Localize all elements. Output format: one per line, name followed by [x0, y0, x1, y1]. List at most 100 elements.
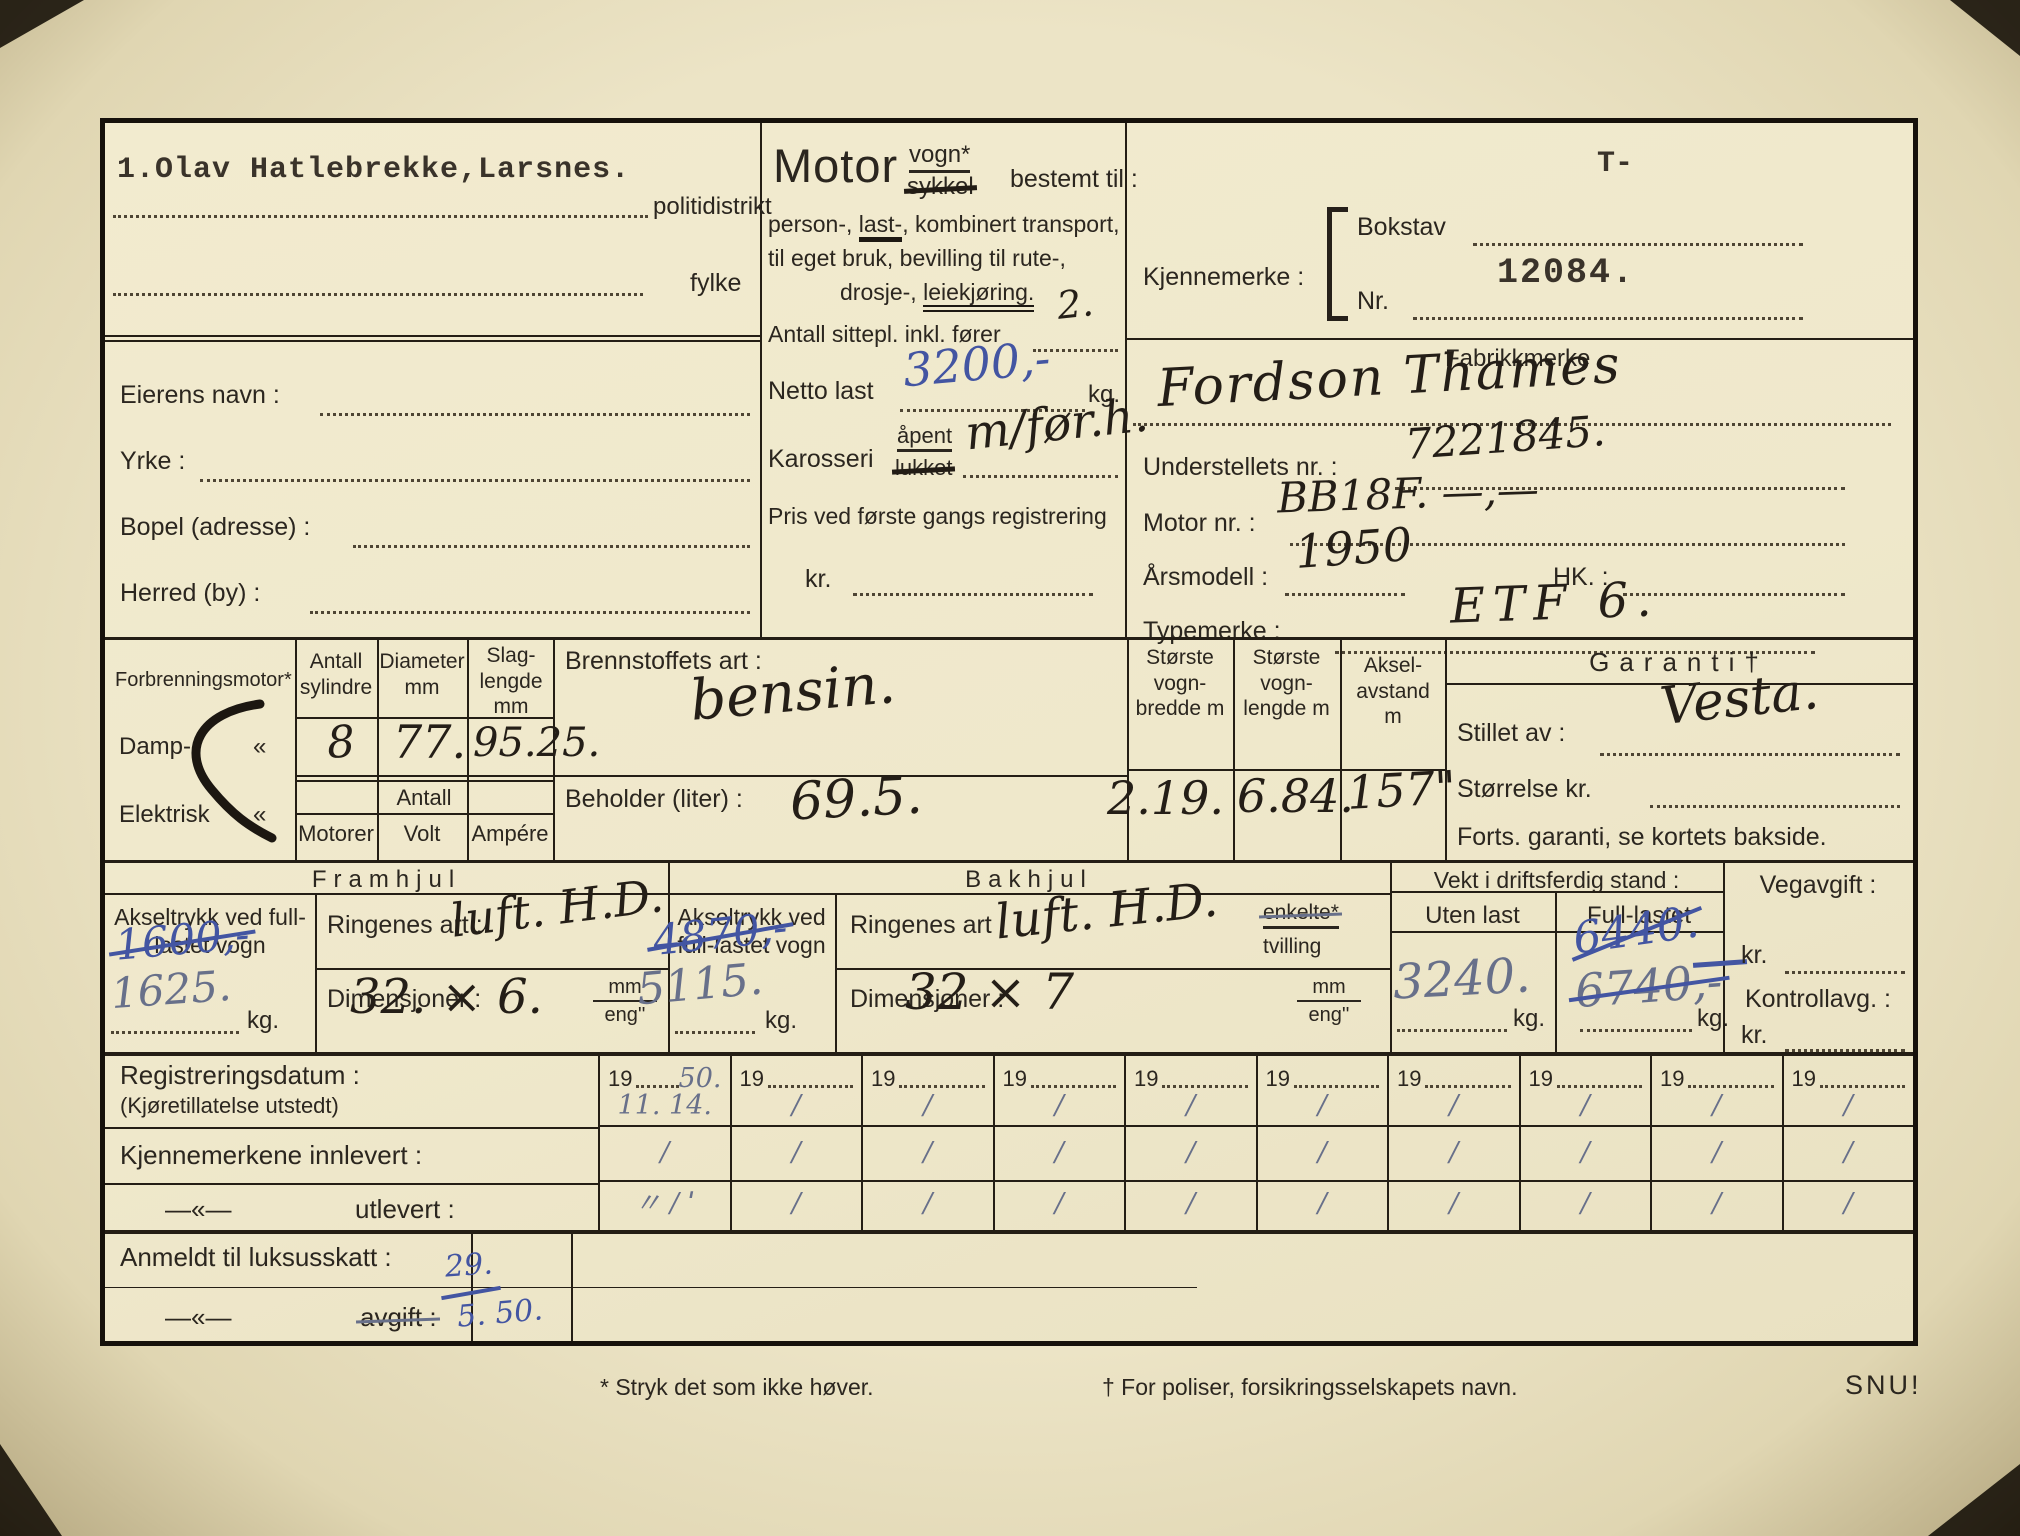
slaglengde-header: Slag-lengde mm — [479, 644, 543, 719]
date-handwritten: / — [1186, 1090, 1196, 1121]
rule — [105, 335, 760, 337]
rule — [105, 1183, 598, 1185]
luksus-avgift-date-line2: 5. 50. — [455, 1292, 545, 1335]
utlevert-cell: / — [863, 1182, 993, 1230]
damp-label: Damp- — [119, 733, 192, 760]
dotted-line — [1819, 1085, 1905, 1088]
scan-corner-artifact — [0, 0, 84, 48]
nr-label: Nr. — [1357, 287, 1389, 315]
beholder-handwritten-value: 69.5. — [788, 765, 924, 833]
dotted-line — [1425, 1085, 1511, 1088]
mm-label: mm — [1312, 976, 1346, 998]
innlevert-mark: / — [1580, 1137, 1590, 1168]
vegavgift-kr-label: kr. — [1741, 941, 1768, 969]
rule — [553, 775, 1127, 777]
year-column: 19 / / / — [1518, 1056, 1650, 1230]
rule — [1390, 931, 1723, 933]
innlevert-cell: / — [731, 1127, 861, 1182]
bestemt-til-label: bestemt til : — [1010, 165, 1138, 193]
kjennemerkene-innlevert-label: Kjennemerkene innlevert : — [120, 1140, 423, 1170]
destination-line-2: til eget bruk, bevilling til rute-, — [768, 245, 1066, 271]
guillemet-mark: « — [253, 801, 267, 828]
kjennemerke-letter-typed: T- — [1597, 147, 1634, 181]
rule — [105, 1287, 1197, 1288]
dotted-line — [200, 479, 750, 482]
dotted-line — [1030, 1085, 1116, 1088]
framhjul-header: Framhjul — [311, 866, 462, 893]
year-prefix: 19 — [1397, 1066, 1422, 1091]
dotted-line — [1556, 1085, 1642, 1088]
cell-divider — [1723, 860, 1725, 1052]
motornr-label: Motor nr. : — [1143, 509, 1256, 537]
registration-date-cell: / — [1652, 1092, 1782, 1127]
motornr-handwritten-value: BB18F. —,— — [1276, 464, 1540, 523]
brennstoff-label: Brennstoffets art : — [565, 647, 762, 675]
dotted-line — [1395, 487, 1845, 490]
band-rule — [105, 637, 1913, 640]
rule — [295, 717, 553, 719]
year-column: 19 / / / — [1124, 1056, 1256, 1230]
cell-divider — [1340, 637, 1342, 860]
cell-divider — [467, 637, 469, 860]
owner-typed-name: 1.Olav Hatlebrekke,Larsnes. — [117, 153, 631, 187]
year-prefix: 19 — [739, 1066, 764, 1091]
rule — [105, 1127, 598, 1129]
year-header-cell: 19 — [1258, 1056, 1388, 1092]
innlevert-mark: / — [1186, 1137, 1196, 1168]
diameter-header: Diameter mm — [379, 650, 465, 699]
kjoretillatelse-sublabel: (Kjøretillatelse utstedt) — [120, 1093, 339, 1118]
innlevert-mark: / — [1317, 1137, 1327, 1168]
year-header-cell: 19 50. — [600, 1056, 730, 1092]
cell-divider — [835, 893, 837, 1052]
rule — [1127, 769, 1445, 771]
year-handwritten: 50. — [678, 1063, 722, 1094]
bakhjul-dimensjoner-handwritten-value: 32 × 7 — [905, 963, 1075, 1021]
elektrisk-label: Elektrisk — [119, 801, 210, 828]
innlevert-mark: / — [660, 1137, 670, 1168]
handwritten-brace-mark — [191, 699, 277, 843]
dest-text: person-, — [768, 211, 859, 237]
date-handwritten: 11. 14. — [617, 1090, 712, 1121]
registration-card: 1.Olav Hatlebrekke,Larsnes. politidistri… — [100, 118, 1918, 1346]
registreringsdatum-label: Registreringsdatum : — [120, 1060, 360, 1090]
column-divider — [1125, 123, 1127, 637]
kg-unit: kg. — [247, 1007, 280, 1034]
kontrollavg-label: Kontrollavg. : — [1745, 985, 1891, 1013]
year-columns: 19 50. 11. 14. / 〃 / ˈ 19///19///19///19///19… — [598, 1056, 1913, 1230]
utlevert-mark: / — [1712, 1188, 1722, 1219]
vognbredde-handwritten-value: 2.19. — [1107, 771, 1225, 825]
eierens-navn-label: Eierens navn : — [120, 381, 280, 409]
innlevert-mark: / — [923, 1137, 933, 1168]
band-rule — [105, 1230, 1913, 1234]
kg-unit: kg. — [1697, 1005, 1730, 1032]
band-rule — [105, 1052, 1913, 1056]
vogn-option: vogn* — [909, 141, 971, 173]
year-header-cell: 19 — [1652, 1056, 1782, 1092]
date-handwritten: / — [923, 1090, 933, 1121]
innlevert-cell: / — [600, 1127, 730, 1182]
utlevert-cell: / — [995, 1182, 1125, 1230]
date-handwritten: / — [1054, 1090, 1064, 1121]
year-prefix: 19 — [1791, 1066, 1816, 1091]
dotted-line — [1473, 243, 1803, 246]
dotted-line — [320, 413, 750, 416]
dotted-line — [1162, 1085, 1248, 1088]
brennstoff-handwritten-value: bensin. — [687, 651, 898, 734]
anmeldt-luksusskatt-label: Anmeldt til luksusskatt : — [120, 1242, 392, 1272]
framhjul-akseltrykk-value: 1625. — [109, 960, 233, 1019]
ditto-dash: —«— — [165, 1194, 232, 1224]
dest-text: , kombinert transport, — [902, 211, 1120, 237]
motorer-header: Motorer — [298, 821, 374, 846]
rule — [295, 813, 553, 815]
utlevert-cell: 〃 / ˈ — [600, 1182, 730, 1230]
year-header-cell: 19 — [995, 1056, 1125, 1092]
dotted-line — [1623, 593, 1845, 596]
politidistrikt-label: politidistrikt — [653, 193, 772, 220]
innlevert-cell: / — [1652, 1127, 1782, 1182]
rule — [668, 893, 1390, 895]
registration-date-cell: / — [994, 1090, 1124, 1127]
bakhjul-ringenes-label: Ringenes art : — [850, 911, 1006, 939]
year-column: 19 / / / — [1255, 1056, 1388, 1230]
forbrenningsmotor-label: Forbrenningsmotor* — [115, 669, 292, 691]
registration-date-cell: 11. 14. — [600, 1092, 730, 1127]
